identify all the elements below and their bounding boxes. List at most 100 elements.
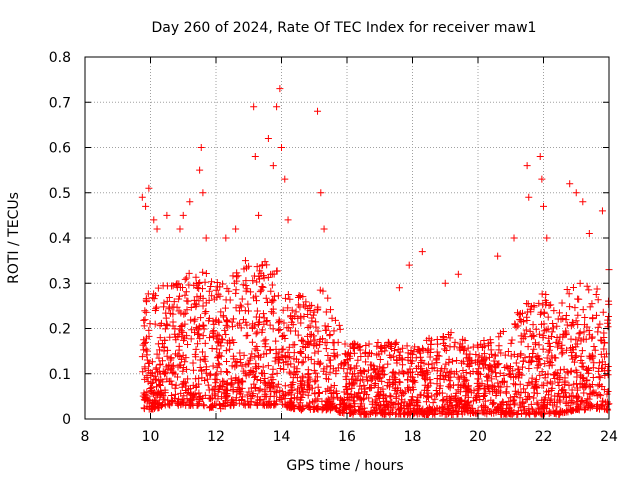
data-point [190,281,198,289]
data-point [233,273,241,281]
data-point [239,316,247,324]
data-point [222,393,230,401]
data-point [372,410,380,418]
data-point [534,361,542,369]
data-point [527,400,535,408]
data-point [514,322,522,330]
data-point [322,387,330,395]
data-point [399,370,407,378]
data-point [159,282,167,290]
data-point [529,353,537,361]
data-point [183,365,191,373]
data-point [440,345,448,353]
data-point [521,388,529,396]
x-axis-label: GPS time / hours [286,458,403,474]
data-point [544,348,552,356]
data-point [197,366,205,374]
data-point [599,308,607,316]
data-point [523,162,531,170]
data-point [249,369,257,377]
data-point [145,360,153,368]
data-point [200,325,208,333]
data-point [463,388,471,396]
data-point [432,387,440,395]
data-point [570,380,578,388]
data-point [202,269,210,277]
data-point [222,234,230,242]
data-point [400,390,408,398]
data-point [354,372,362,380]
data-point [179,211,187,219]
data-point [370,381,378,389]
data-point [214,331,222,339]
data-point [425,361,433,369]
data-point [348,408,356,416]
data-point [487,346,495,354]
data-point [554,315,562,323]
data-point [283,324,291,332]
data-point [273,103,281,111]
data-point [213,354,221,362]
data-point [255,353,263,361]
data-point [173,280,181,288]
data-point [526,410,534,418]
data-point [141,307,149,315]
data-point [578,362,586,370]
data-point [287,399,295,407]
data-point [142,308,150,316]
data-point [308,314,316,322]
data-point [166,333,174,341]
data-point [296,303,304,311]
data-point [601,360,609,368]
data-point [151,306,159,314]
data-point [405,384,413,392]
data-point [394,400,402,408]
data-point [406,365,414,373]
data-point [270,399,278,407]
data-point [384,402,392,410]
data-point [584,369,592,377]
data-point [286,388,294,396]
data-point [553,334,561,342]
data-point [474,386,482,394]
data-point [237,324,245,332]
data-point [536,153,544,161]
data-point [393,410,401,418]
data-point [253,307,261,315]
data-point [417,368,425,376]
data-point [227,381,235,389]
data-point [280,365,288,373]
data-point [160,347,168,355]
data-point [524,343,532,351]
data-point [579,306,587,314]
data-point [558,341,566,349]
data-point [279,345,287,353]
data-point [269,309,277,317]
y-axis-label: ROTI / TECUs [6,192,22,284]
data-point [303,386,311,394]
data-point [172,381,180,389]
data-point [366,361,374,369]
data-point [576,380,584,388]
data-point [235,307,243,315]
data-point [463,407,471,415]
data-point [555,338,563,346]
data-point [163,352,171,360]
data-point [404,376,412,384]
data-point [550,370,558,378]
data-point [296,292,304,300]
data-point [549,401,557,409]
data-point [328,393,336,401]
data-point [230,279,238,287]
data-point [601,367,609,375]
data-point [205,287,213,295]
data-point [433,348,441,356]
data-point [508,336,516,344]
data-point [192,273,200,281]
data-point [320,225,328,233]
data-point [202,369,210,377]
data-point [196,356,204,364]
data-point [253,393,261,401]
data-point [342,373,350,381]
data-point [214,290,222,298]
